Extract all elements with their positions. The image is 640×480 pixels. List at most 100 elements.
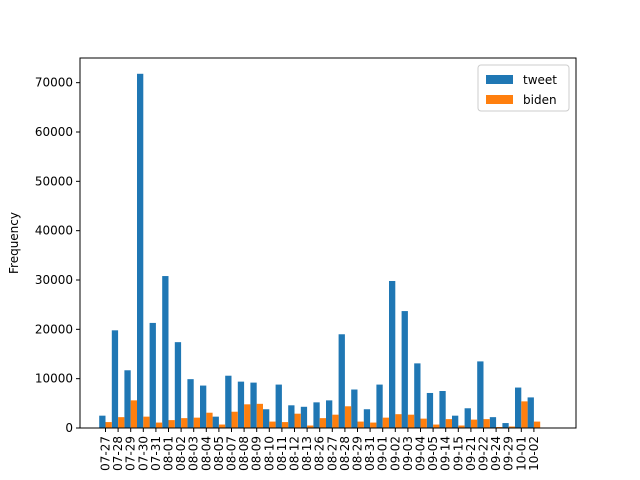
y-tick-label: 70000 [35,76,73,90]
x-tick-label: 08-08 [237,436,251,471]
x-tick-label: 08-12 [288,436,302,471]
bar-biden-08-02 [181,418,188,428]
x-tick-label: 07-30 [136,436,150,471]
x-tick-label: 10-01 [514,436,528,471]
bar-tweet-08-08 [237,381,245,428]
bar-tweet-09-14 [439,391,446,428]
bar-tweet-07-29 [124,370,131,428]
bar-biden-08-27 [332,414,339,428]
bar-tweet-07-28 [111,330,119,428]
x-tick-label: 08-05 [212,436,226,471]
legend: tweet biden [477,64,570,112]
y-tick-label: 30000 [35,273,73,287]
bar-tweet-09-02 [389,280,396,428]
bar-biden-09-14 [445,419,452,428]
x-tick-label: 07-27 [99,436,113,471]
y-tick-label: 0 [65,421,73,435]
bar-tweet-08-05 [212,416,219,428]
x-tick-label: 09-24 [489,436,503,471]
bar-tweet-09-03 [401,311,408,428]
bar-tweet-09-05 [426,392,434,428]
x-tick-label: 08-31 [363,436,377,471]
bar-biden-10-01 [521,401,528,428]
y-tick-label: 10000 [35,372,73,386]
y-tick-label: 50000 [35,174,73,188]
x-tick-label: 09-01 [376,436,390,471]
x-tick-label: 08-10 [262,436,276,471]
bar-biden-07-30 [143,416,150,428]
bar-tweet-08-10 [263,409,270,428]
x-tick-label: 09-03 [401,436,415,471]
bar-tweet-07-30 [137,73,144,428]
bar-biden-09-29 [508,426,515,428]
bar-tweet-09-24 [489,417,497,428]
bar-tweet-08-28 [338,334,345,428]
bar-tweet-09-15 [452,415,459,428]
x-tick-label: 09-21 [464,436,478,471]
x-tick-label: 08-01 [162,436,176,471]
x-tick-label: 09-14 [439,436,453,471]
x-tick-label: 08-29 [351,436,365,471]
bar-biden-09-02 [395,414,402,428]
bar-biden-08-01 [168,420,175,428]
bar-tweet-09-21 [464,408,471,428]
bar-biden-08-08 [244,404,251,428]
bar-biden-08-10 [269,421,276,428]
bar-tweet-08-01 [162,276,169,428]
x-tick-label: 09-05 [426,436,440,471]
bar-tweet-08-12 [288,405,295,428]
bar-biden-09-15 [458,425,465,428]
bar-biden-07-31 [155,422,163,428]
bar-biden-09-04 [420,418,427,428]
y-axis: 0 10000 20000 30000 40000 50000 60000 70000 [35,76,80,435]
x-tick-label: 07-28 [111,436,125,471]
x-axis: 07-2707-2807-2907-3007-3108-0108-0208-03… [99,428,541,471]
x-tick-label: 08-04 [199,436,213,471]
bar-tweet-08-07 [225,375,232,428]
bar-tweet-08-02 [174,342,182,428]
x-tick-label: 08-26 [313,436,327,471]
bar-biden-10-02 [533,421,541,428]
legend-label-biden: biden [523,93,557,107]
bar-tweet-07-27 [99,415,106,428]
y-tick-label: 60000 [35,125,73,139]
bar-biden-08-28 [344,406,352,428]
bar-biden-08-29 [357,421,364,428]
bar-tweet-09-04 [414,363,421,428]
x-tick-label: 07-29 [124,436,138,471]
bar-tweet-09-22 [477,361,484,428]
bar-biden-07-27 [105,422,112,428]
x-tick-label: 08-27 [325,436,339,471]
bar-tweet-08-29 [351,389,358,428]
x-tick-label: 09-04 [414,436,428,471]
y-tick-label: 20000 [35,322,73,336]
bar-biden-08-03 [193,417,200,428]
y-tick-label: 40000 [35,224,73,238]
bar-biden-09-22 [483,419,490,428]
bar-tweet-08-04 [200,385,207,428]
x-tick-label: 09-29 [502,436,516,471]
plot-frame [79,57,577,429]
x-tick-label: 08-09 [250,436,264,471]
x-tick-label: 08-13 [300,436,314,471]
bar-tweet-08-11 [275,384,282,428]
bar-biden-08-13 [307,425,314,428]
x-tick-label: 08-07 [225,436,239,471]
bar-biden-08-26 [319,418,326,428]
bar-biden-09-03 [407,414,415,428]
bar-biden-07-29 [130,400,137,428]
x-tick-label: 08-03 [187,436,201,471]
bar-tweet-10-02 [527,397,534,428]
y-axis-label: Frequency [7,212,21,274]
x-tick-label: 07-31 [149,436,163,471]
bar-tweet-08-27 [326,400,333,428]
x-tick-label: 09-02 [388,436,402,471]
bar-tweet-08-26 [313,402,320,428]
bar-biden-08-07 [231,411,238,428]
bar-biden-08-04 [206,412,213,428]
x-tick-label: 10-02 [527,436,541,471]
bar-tweet-08-09 [250,382,257,428]
bars-layer [99,73,541,428]
legend-label-tweet: tweet [523,73,557,87]
